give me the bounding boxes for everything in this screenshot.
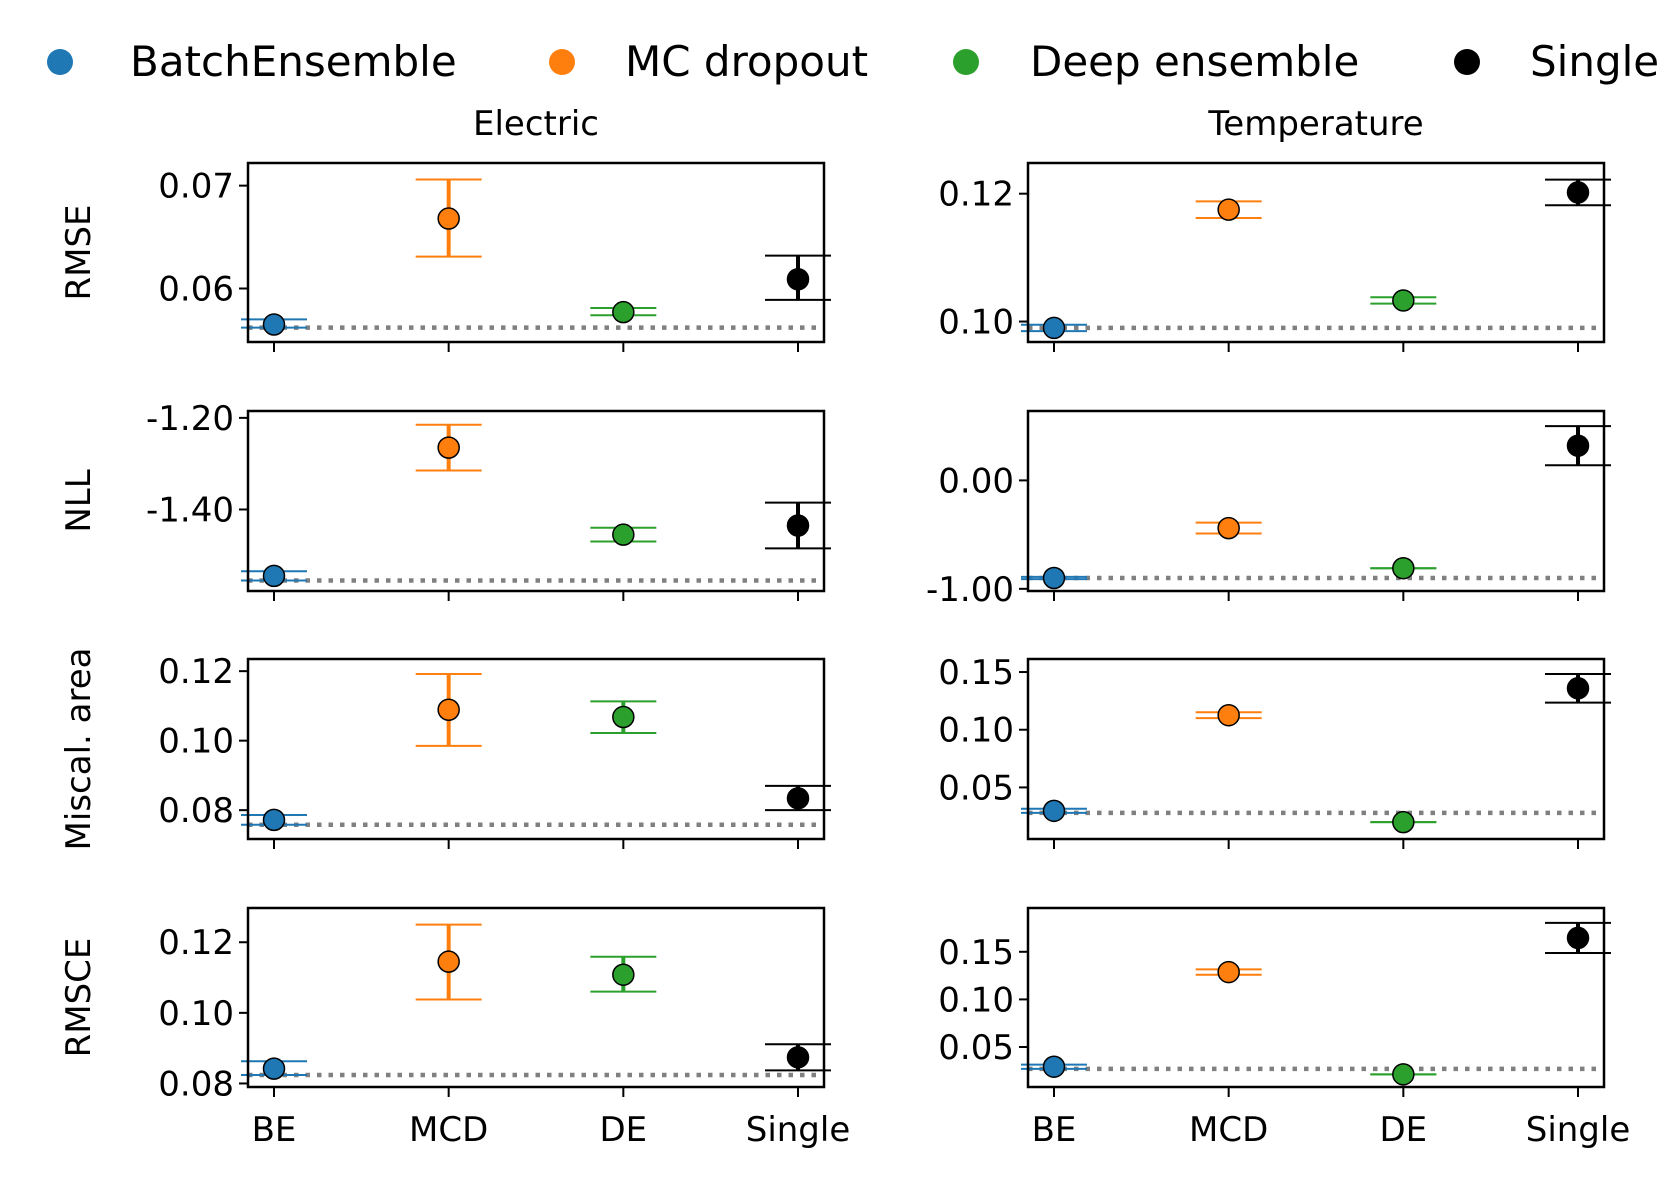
data-point	[1392, 556, 1415, 580]
data-point	[262, 1057, 286, 1080]
y-tick-label: 0.15	[938, 933, 1014, 973]
y-tick-label: 0.10	[938, 980, 1014, 1020]
legend-marker	[1454, 49, 1480, 75]
data-point	[612, 523, 635, 546]
panel-temperature-4: 0.05 0.10 0.15 BE MCD DE Single	[938, 906, 1631, 1150]
y-tick-label: 0.10	[158, 722, 234, 762]
y-tick-label: -1.20	[146, 399, 234, 439]
data-point	[437, 950, 460, 973]
data-point	[262, 808, 286, 832]
panel-temperature-1: 0.10 0.12	[938, 161, 1611, 352]
data-point	[1217, 960, 1240, 984]
data-point	[786, 1046, 810, 1069]
panel-electric-2: -1.20 -1.40 NLL	[59, 399, 831, 601]
panel-electric-4: 0.08 0.10 0.12 BE MCD DE Single RMSCE	[59, 906, 851, 1150]
y-axis-label: RMSE	[59, 204, 99, 300]
y-tick-label: 0.08	[158, 791, 234, 831]
x-tick-label: BE	[252, 1110, 297, 1150]
y-tick-label: 0.05	[938, 1028, 1014, 1068]
data-point	[1392, 1063, 1415, 1086]
legend-label: BatchEnsemble	[130, 37, 457, 86]
column-titles: Electric Temperature	[473, 104, 1424, 144]
x-tick-label: BE	[1032, 1110, 1077, 1150]
data-point	[786, 514, 810, 537]
data-point	[786, 267, 810, 291]
legend-marker	[47, 49, 73, 75]
y-tick-label: 0.07	[158, 167, 234, 207]
y-tick-label: 0.06	[158, 270, 234, 310]
legend-label: Deep ensemble	[1030, 37, 1359, 86]
x-tick-label: MCD	[1189, 1110, 1268, 1150]
plot-frame	[246, 161, 826, 344]
x-tick-label: Single	[1526, 1110, 1631, 1150]
legend-label: Single	[1530, 37, 1659, 86]
y-tick-label: 0.10	[938, 711, 1014, 751]
y-tick-label: 0.08	[158, 1064, 234, 1104]
y-tick-label: 0.10	[158, 994, 234, 1034]
x-tick-label: DE	[1379, 1110, 1427, 1150]
data-point	[1566, 926, 1590, 950]
plot-frame	[246, 906, 826, 1089]
x-tick-label: MCD	[409, 1110, 488, 1150]
data-point	[786, 787, 810, 810]
legend-marker	[953, 49, 979, 75]
legend: BatchEnsemble MC dropout Deep ensemble Sing…	[47, 37, 1659, 86]
data-point	[1042, 1055, 1066, 1078]
data-point	[1217, 198, 1240, 221]
panel-temperature-2: 0.00 -1.00	[926, 409, 1611, 610]
y-tick-label: 0.12	[938, 175, 1014, 215]
y-tick-label: 0.00	[938, 461, 1014, 501]
y-tick-label: 0.10	[938, 303, 1014, 343]
plot-frame	[1026, 657, 1606, 841]
data-point	[1042, 799, 1066, 823]
data-point	[437, 207, 460, 230]
panel-electric-3: 0.08 0.10 0.12 Miscal. area	[59, 648, 831, 851]
y-tick-label: -1.40	[146, 490, 234, 530]
data-point	[437, 698, 460, 721]
y-tick-label: 0.05	[938, 768, 1014, 808]
data-point	[1392, 289, 1415, 312]
y-axis-label: RMSCE	[59, 938, 99, 1058]
data-point	[1566, 181, 1590, 204]
panel-temperature-3: 0.05 0.10 0.15	[938, 653, 1611, 849]
data-point	[262, 313, 286, 336]
data-point	[612, 300, 635, 324]
data-point	[1566, 434, 1590, 457]
data-point	[1042, 566, 1066, 590]
data-point	[437, 436, 460, 459]
x-tick-label: DE	[599, 1110, 647, 1150]
data-point	[612, 963, 635, 986]
y-axis-label: Miscal. area	[59, 648, 99, 851]
panels: 0.06 0.07 RMSE 0.10 0.12 -1.20 -1.40 NLL 0.00 -1.…	[59, 161, 1631, 1150]
data-point	[1566, 677, 1590, 700]
column-title: Electric	[473, 104, 599, 144]
plot-frame	[1026, 161, 1606, 344]
plot-frame	[246, 409, 826, 593]
data-point	[1392, 810, 1415, 834]
data-point	[612, 705, 635, 729]
plot-frame	[246, 657, 826, 841]
y-tick-label: 0.12	[158, 652, 234, 692]
panel-electric-1: 0.06 0.07 RMSE	[59, 161, 831, 352]
y-tick-label: -1.00	[926, 570, 1014, 610]
legend-marker	[549, 49, 575, 75]
y-tick-label: 0.15	[938, 653, 1014, 693]
data-point	[1217, 516, 1240, 540]
x-tick-label: Single	[746, 1110, 851, 1150]
data-point	[1042, 316, 1066, 340]
data-point	[1217, 703, 1240, 727]
legend-label: MC dropout	[625, 37, 868, 86]
y-tick-label: 0.12	[158, 923, 234, 963]
plot-frame	[1026, 409, 1606, 593]
y-axis-label: NLL	[59, 469, 99, 532]
column-title: Temperature	[1207, 104, 1423, 144]
plot-frame	[1026, 906, 1606, 1089]
data-point	[262, 564, 286, 588]
